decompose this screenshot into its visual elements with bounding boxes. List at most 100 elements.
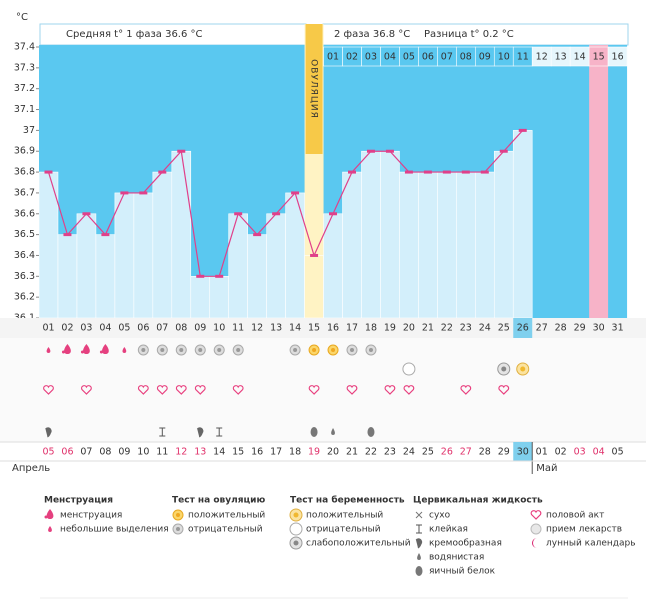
phase2-day: 07 — [441, 52, 453, 63]
icon-part — [216, 427, 223, 437]
date-label: 18 — [289, 447, 301, 458]
x-tick-label: 07 — [156, 323, 168, 334]
icon-part — [141, 348, 146, 352]
icon-pregnancy-negative — [289, 522, 303, 536]
icon-part — [415, 538, 423, 549]
icon-intercourse — [498, 385, 510, 395]
icon-eggwhite — [310, 427, 318, 437]
legend-label: лунный календарь — [546, 539, 636, 549]
date-label: 09 — [118, 447, 130, 458]
icon-menstruation-heavy — [99, 344, 109, 354]
phase2-day: 06 — [422, 52, 434, 63]
x-tick-label: 19 — [384, 323, 396, 334]
icon-part — [368, 348, 373, 352]
icon-ovulation-negative — [137, 344, 149, 356]
date-label: 28 — [479, 447, 491, 458]
temperature-point — [291, 191, 300, 195]
icon-part — [416, 524, 422, 534]
y-tick-label: 37.2 — [14, 83, 35, 94]
icon-part — [194, 385, 206, 395]
x-tick-label: 02 — [61, 323, 73, 334]
temperature-column — [285, 192, 305, 319]
phase2-day: 04 — [384, 52, 396, 63]
icon-eggwhite — [415, 566, 423, 576]
x-tick-label: 22 — [441, 323, 453, 334]
month-label: Май — [536, 463, 557, 474]
icon-part — [46, 347, 51, 353]
legend-label: отрицательный — [306, 525, 381, 535]
legend-label: клейкая — [429, 525, 468, 535]
icon-ovulation-negative — [175, 344, 187, 356]
icon-moon — [532, 538, 537, 548]
temperature-column — [475, 171, 495, 319]
temperature-column — [512, 130, 533, 319]
temperature-point — [44, 170, 53, 174]
icon-part — [48, 526, 52, 532]
y-tick-label: 37.3 — [14, 62, 35, 73]
temperature-point — [366, 149, 375, 153]
date-label: 23 — [384, 447, 396, 458]
temperature-point — [158, 170, 167, 174]
date-label: 10 — [137, 447, 149, 458]
icon-intercourse — [81, 385, 92, 395]
icon-ovulation-negative — [346, 344, 358, 356]
icon-pregnancy-positive — [516, 362, 530, 376]
icon-part — [403, 385, 415, 395]
icon-intercourse — [137, 385, 149, 395]
icon-intercourse — [460, 385, 472, 395]
y-tick-label: 36.9 — [14, 146, 35, 157]
date-label: 06 — [61, 447, 73, 458]
date-label: 01 — [536, 447, 548, 458]
icon-ovulation-negative — [289, 344, 301, 356]
icon-ovulation-negative — [156, 344, 168, 356]
icon-part — [384, 385, 396, 395]
icon-watery — [417, 553, 421, 560]
icon-part — [43, 385, 54, 395]
date-label: 22 — [365, 447, 377, 458]
icon-part — [196, 427, 204, 438]
y-tick-label: 36.4 — [14, 250, 35, 261]
date-label: 21 — [346, 447, 358, 458]
temperature-point — [139, 191, 148, 195]
icon-dry — [415, 511, 423, 519]
icon-menstruation-light — [48, 526, 52, 532]
icon-part — [417, 553, 421, 560]
icon-pregnancy-weak — [497, 362, 511, 376]
legend-label: слабоположительный — [306, 539, 411, 549]
date-label: 26 — [441, 447, 453, 458]
icon-part — [293, 512, 299, 518]
legend-label: положительный — [188, 511, 265, 521]
x-tick-label: 28 — [555, 323, 567, 334]
x-tick-label: 10 — [213, 323, 225, 334]
icon-ovulation-negative — [232, 344, 244, 356]
phase2-day: 09 — [479, 52, 491, 63]
icon-part — [122, 347, 127, 353]
icon-intercourse — [156, 385, 168, 395]
temperature-point — [177, 149, 186, 153]
legend-title: Тест на овуляцию — [172, 496, 265, 506]
icon-menstruation-light — [46, 347, 51, 353]
icon-ovulation-negative — [365, 344, 377, 356]
x-tick-label: 17 — [346, 323, 358, 334]
legend-label: половой акт — [546, 511, 604, 521]
icon-sticky — [216, 427, 223, 437]
temperature-point — [310, 253, 319, 257]
x-tick-label: 12 — [251, 323, 263, 334]
x-tick-label: 24 — [479, 323, 491, 334]
icon-menstruation-heavy — [61, 344, 71, 354]
x-tick-label: 15 — [308, 323, 320, 334]
temperature-point — [101, 233, 110, 237]
icon-intercourse — [530, 510, 542, 520]
icon-ovulation-positive — [172, 509, 184, 521]
icon-intercourse — [346, 385, 358, 395]
icon-part — [176, 527, 180, 531]
highlight-day-box — [513, 318, 533, 338]
icon-ovulation-positive — [308, 344, 320, 356]
date-label: 02 — [555, 447, 567, 458]
legend-label: положительный — [306, 511, 383, 521]
x-tick-label: 18 — [365, 323, 377, 334]
icon-part — [61, 350, 65, 354]
temperature-column — [95, 234, 116, 319]
symbol-area — [0, 338, 646, 442]
